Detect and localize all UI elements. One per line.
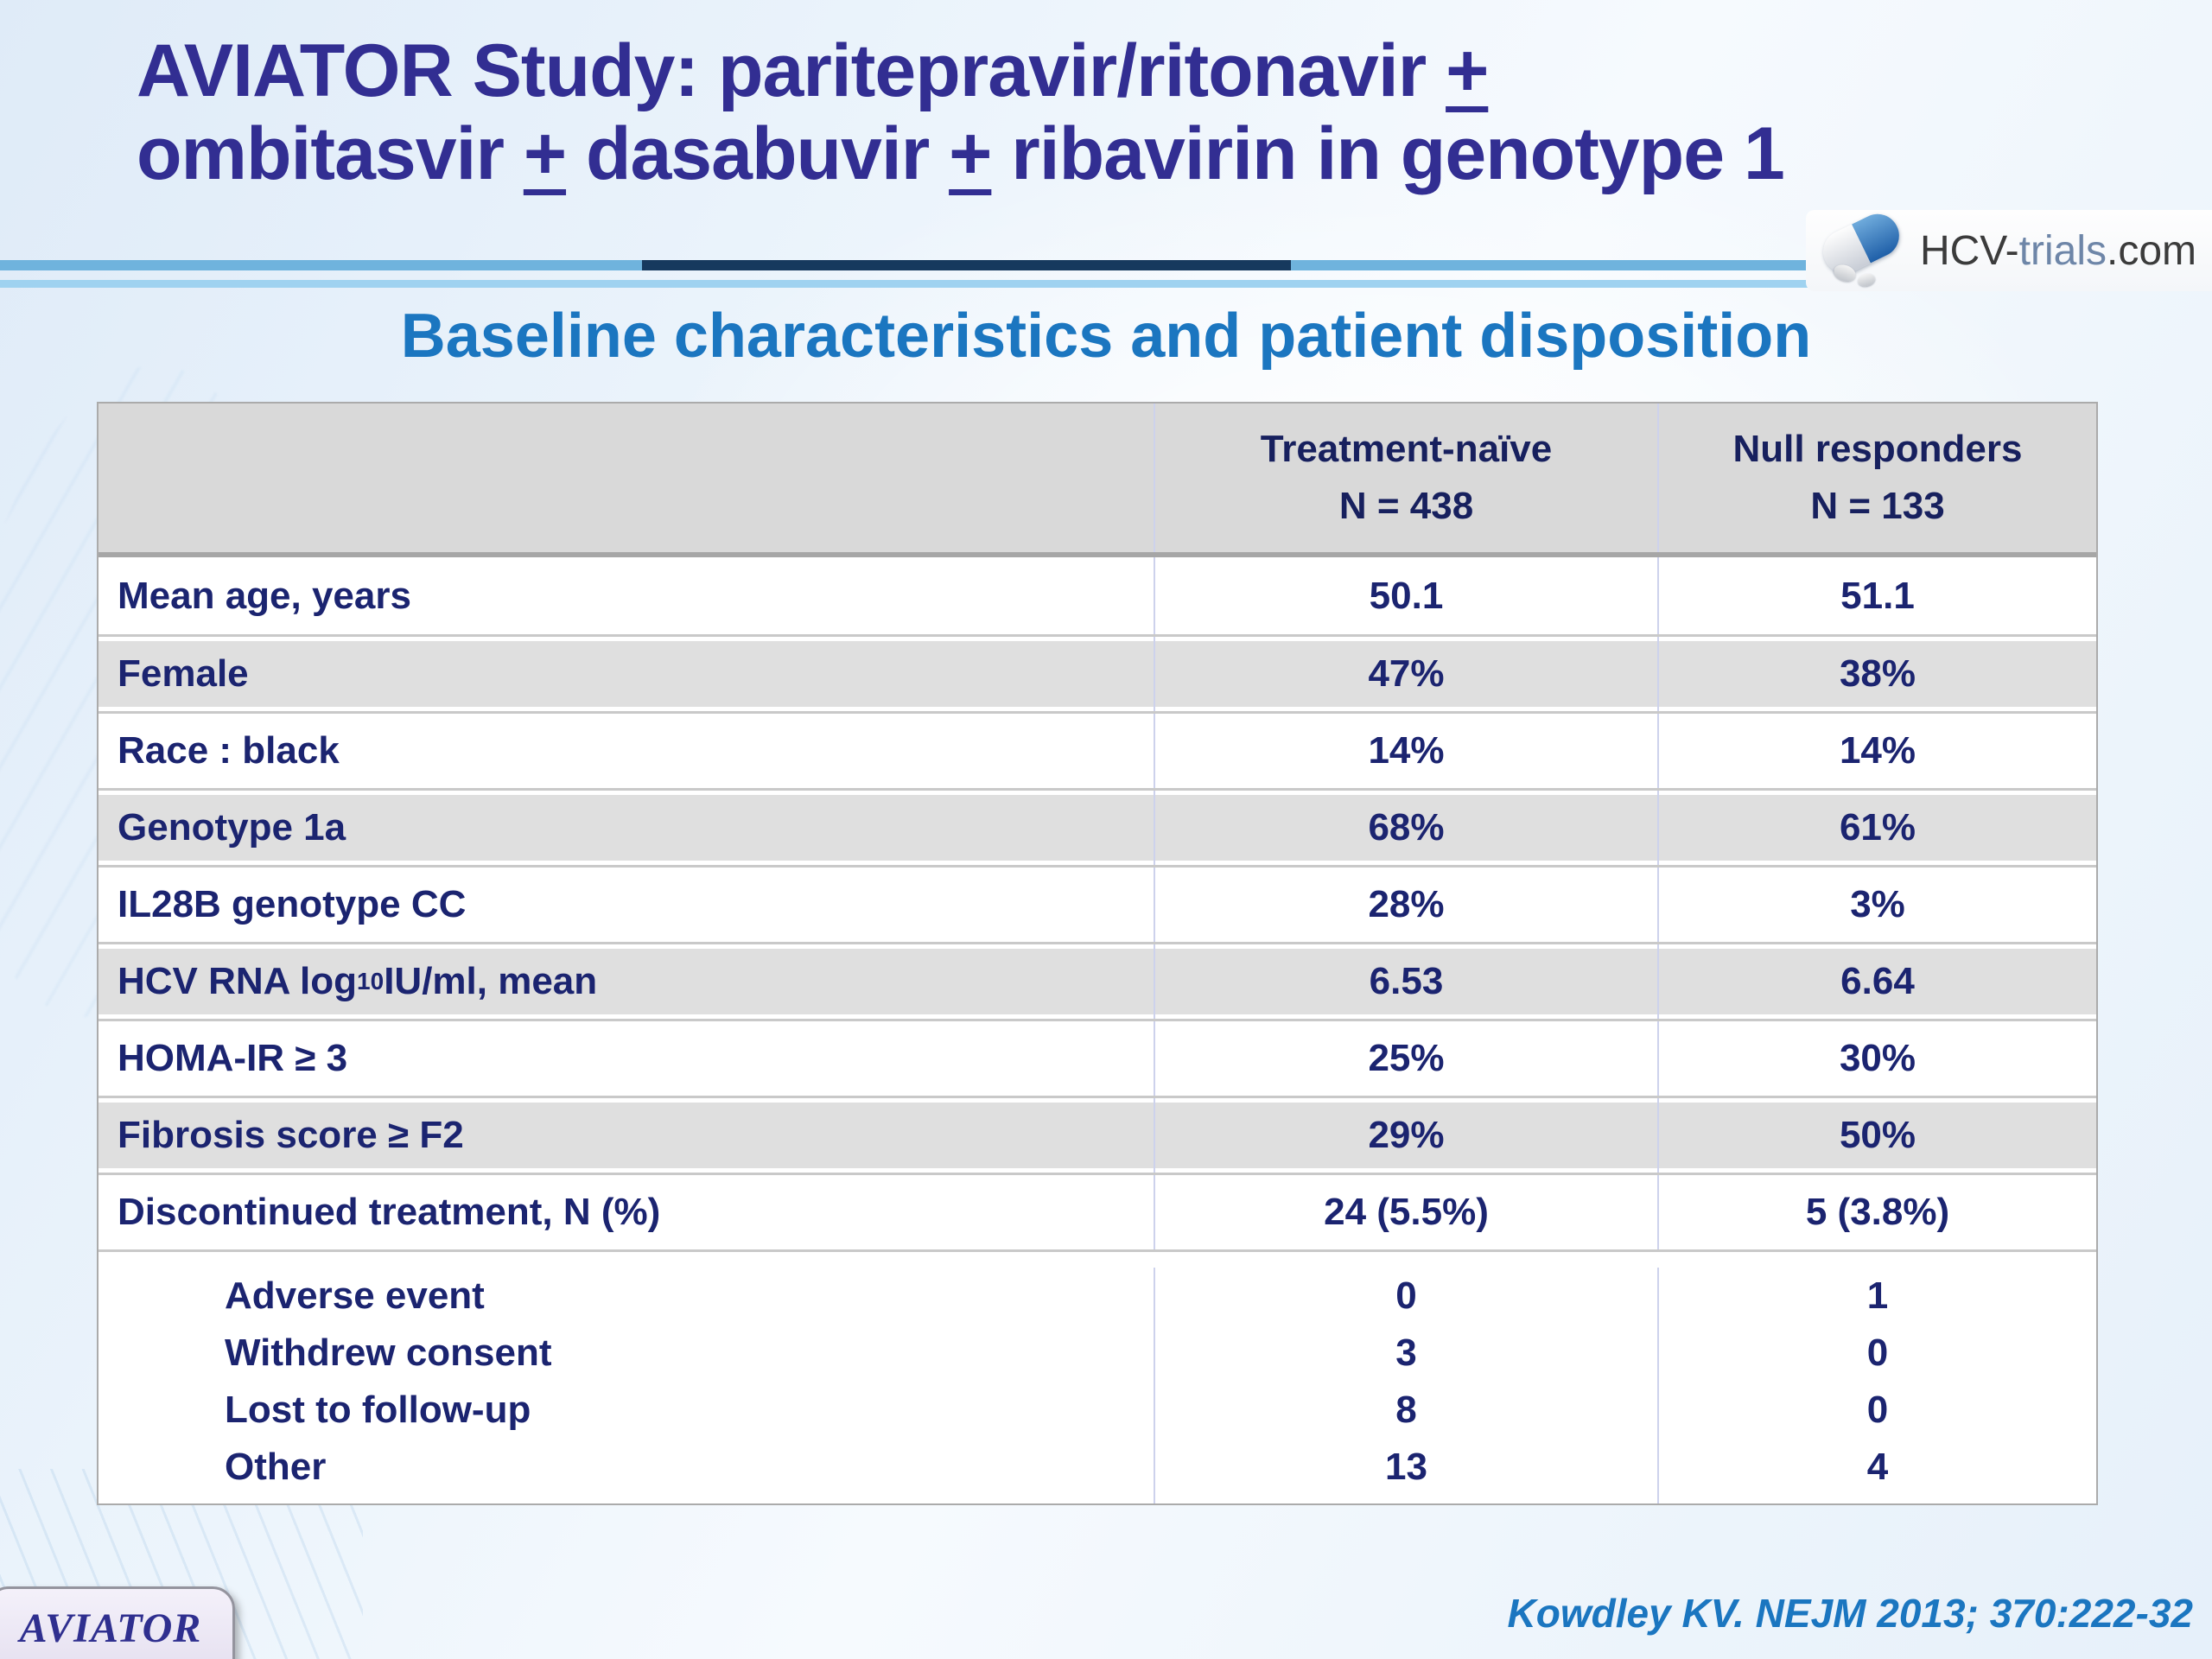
subrow-label: Adverse event bbox=[225, 1274, 485, 1317]
slide-title: AVIATOR Study: paritepravir/ritonavir + o… bbox=[137, 29, 2150, 196]
subrow-value: 8 bbox=[1395, 1389, 1417, 1431]
table-row-hcv-rna: HCV RNA log 10 IU/ml, mean 6.53 6.64 bbox=[99, 942, 2096, 1019]
title-text: dasabuvir bbox=[566, 112, 950, 196]
subrow-values-null-responders: 1 0 0 4 bbox=[1657, 1268, 2096, 1503]
plus-minus-sign: + bbox=[523, 112, 567, 196]
value-treatment-naive: 14% bbox=[1154, 714, 1657, 788]
logo-text: HCV-trials.com bbox=[1919, 227, 2196, 274]
subrow-value: 0 bbox=[1866, 1332, 1889, 1374]
subrow-label: Lost to follow-up bbox=[225, 1389, 531, 1431]
section-heading: Baseline characteristics and patient dis… bbox=[400, 302, 1812, 371]
value-null-responders: 61% bbox=[1657, 791, 2096, 865]
subrow-value: 0 bbox=[1866, 1389, 1889, 1431]
plus-minus-sign: + bbox=[949, 112, 992, 196]
value-null-responders: 51.1 bbox=[1657, 557, 2096, 634]
subrow-label: Withdrew consent bbox=[225, 1332, 552, 1374]
table-row-fibrosis: Fibrosis score ≥ F2 29% 50% bbox=[99, 1096, 2096, 1173]
row-label: Mean age, years bbox=[118, 574, 411, 617]
value-null-responders: 3% bbox=[1657, 868, 2096, 942]
citation: Kowdley KV. NEJM 2013; 370:222-32 bbox=[1507, 1591, 2193, 1636]
subrow-values-treatment-naive: 0 3 8 13 bbox=[1154, 1268, 1657, 1503]
subrow-value: 1 bbox=[1866, 1274, 1889, 1317]
subrow-labels: Adverse event Withdrew consent Lost to f… bbox=[99, 1268, 1154, 1503]
table-subrows-block: Adverse event Withdrew consent Lost to f… bbox=[99, 1249, 2096, 1503]
pill-icon bbox=[1856, 271, 1877, 289]
subrow-value: 13 bbox=[1385, 1446, 1427, 1488]
value-treatment-naive: 6.53 bbox=[1154, 944, 1657, 1019]
subrow-value: 0 bbox=[1395, 1274, 1417, 1317]
value-treatment-naive: 24 (5.5%) bbox=[1154, 1175, 1657, 1249]
row-label: Genotype 1a bbox=[118, 806, 346, 849]
pill-capsule-icon bbox=[1815, 207, 1908, 291]
value-null-responders: 50% bbox=[1657, 1098, 2096, 1173]
row-label: Female bbox=[118, 652, 249, 695]
value-null-responders: 38% bbox=[1657, 637, 2096, 711]
table-row-female: Female 47% 38% bbox=[99, 634, 2096, 711]
value-treatment-naive: 68% bbox=[1154, 791, 1657, 865]
divider-segment bbox=[0, 260, 642, 270]
header-treatment-naive: Treatment-naïve N = 438 bbox=[1154, 404, 1657, 552]
value-treatment-naive: 47% bbox=[1154, 637, 1657, 711]
subrow-value: 4 bbox=[1866, 1446, 1889, 1488]
value-null-responders: 6.64 bbox=[1657, 944, 2096, 1019]
row-label: Fibrosis score ≥ F2 bbox=[118, 1114, 464, 1156]
table-row-mean-age: Mean age, years 50.1 51.1 bbox=[99, 557, 2096, 634]
subrow-label: Other bbox=[225, 1446, 327, 1488]
header-null-responders: Null responders N = 133 bbox=[1657, 404, 2096, 552]
row-label: Discontinued treatment, N (%) bbox=[118, 1191, 661, 1233]
value-treatment-naive: 50.1 bbox=[1154, 557, 1657, 634]
divider-segment bbox=[642, 260, 1291, 270]
row-label: IL28B genotype CC bbox=[118, 883, 467, 925]
value-treatment-naive: 29% bbox=[1154, 1098, 1657, 1173]
row-label: HOMA-IR ≥ 3 bbox=[118, 1037, 348, 1079]
table-row-homa-ir: HOMA-IR ≥ 3 25% 30% bbox=[99, 1019, 2096, 1096]
plus-minus-sign: + bbox=[1446, 29, 1489, 112]
value-treatment-naive: 25% bbox=[1154, 1021, 1657, 1096]
title-text: ribavirin in genotype 1 bbox=[991, 112, 1785, 196]
row-label: HCV RNA log 10 IU/ml, mean bbox=[118, 960, 598, 1002]
table-row-discontinued: Discontinued treatment, N (%) 24 (5.5%) … bbox=[99, 1173, 2096, 1249]
subrow-value: 3 bbox=[1395, 1332, 1417, 1374]
table-row-race-black: Race : black 14% 14% bbox=[99, 711, 2096, 788]
value-treatment-naive: 28% bbox=[1154, 868, 1657, 942]
row-label: Race : black bbox=[118, 729, 340, 772]
table-header-row: Treatment-naïve N = 438 Null responders … bbox=[99, 404, 2096, 557]
baseline-table: Treatment-naïve N = 438 Null responders … bbox=[97, 402, 2098, 1505]
table-row-il28b: IL28B genotype CC 28% 3% bbox=[99, 865, 2096, 942]
table-row-genotype-1a: Genotype 1a 68% 61% bbox=[99, 788, 2096, 865]
aviator-badge: AVIATOR bbox=[0, 1586, 235, 1659]
header-empty-cell bbox=[99, 404, 1154, 552]
value-null-responders: 5 (3.8%) bbox=[1657, 1175, 2096, 1249]
value-null-responders: 30% bbox=[1657, 1021, 2096, 1096]
title-text: AVIATOR Study: paritepravir/ritonavir bbox=[137, 29, 1446, 112]
title-text: ombitasvir bbox=[137, 112, 524, 196]
value-null-responders: 14% bbox=[1657, 714, 2096, 788]
hcv-trials-logo: HCV-trials.com bbox=[1805, 207, 2212, 291]
header-divider-secondary bbox=[0, 280, 2212, 288]
